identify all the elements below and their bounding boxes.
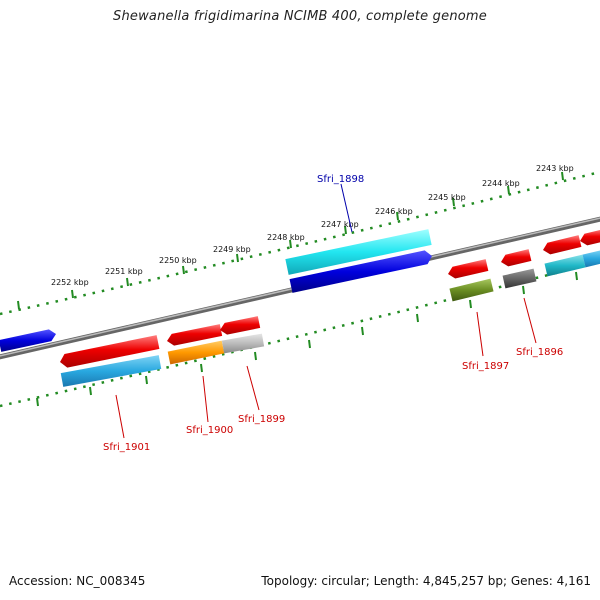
ruler-label: 2246 kbp <box>375 207 413 216</box>
ruler-labels: 2243 kbp 2244 kbp 2245 kbp 2246 kbp 2247 kbp… <box>51 164 574 287</box>
ruler-tick <box>561 171 564 181</box>
gene-left-blue[interactable] <box>0 329 56 352</box>
ruler-label: 2250 kbp <box>159 256 197 265</box>
ruler-label: 2247 kbp <box>321 220 359 229</box>
accession-text: Accession: NC_008345 <box>9 574 146 588</box>
ruler-tick <box>575 271 578 281</box>
ruler-tick <box>17 300 20 310</box>
gene-sfri-1900-cds[interactable] <box>167 340 225 365</box>
ruler-label: 2249 kbp <box>213 245 251 254</box>
gene-label-sfri-1900[interactable]: Sfri_1900 <box>186 425 233 436</box>
ruler-tick <box>182 265 185 275</box>
ruler-label: 2244 kbp <box>482 179 520 188</box>
gene-sfri-1897[interactable] <box>448 259 489 279</box>
gene-upstream-red[interactable] <box>543 235 582 255</box>
ruler-tick <box>396 211 399 221</box>
gene-upstream-cds-2[interactable] <box>582 250 600 268</box>
ruler-tick <box>344 225 347 235</box>
ruler-tick <box>522 285 525 295</box>
gene-label-sfri-1897[interactable]: Sfri_1897 <box>462 361 509 372</box>
ruler-tick <box>126 277 129 287</box>
ruler-tick <box>361 326 364 336</box>
ruler-tick <box>71 289 74 299</box>
gene-sfri-1896-cds[interactable] <box>502 268 537 289</box>
gene-label-sfri-1899[interactable]: Sfri_1899 <box>238 414 285 425</box>
gene-label-sfri-1901[interactable]: Sfri_1901 <box>103 442 150 453</box>
gene-sfri-1901[interactable] <box>60 335 160 368</box>
ruler-tick <box>236 253 239 263</box>
ruler-tick <box>289 239 292 249</box>
map-title: Shewanella frigidimarina NCIMB 400, comp… <box>113 9 487 24</box>
ruler-tick <box>308 339 311 349</box>
gene-label-sfri-1896[interactable]: Sfri_1896 <box>516 347 563 358</box>
gene-sfri-1898[interactable] <box>285 229 432 275</box>
gene-sfri-1896[interactable] <box>501 249 532 267</box>
ruler-tick <box>36 397 39 407</box>
gene-sfri-1899[interactable] <box>220 316 261 335</box>
ruler-tick <box>507 185 510 195</box>
ruler-tick <box>254 351 257 361</box>
genome-backbone-highlight <box>0 217 600 357</box>
ruler-label: 2248 kbp <box>267 233 305 242</box>
upper-ruler-ticks <box>17 171 564 310</box>
ruler-tick <box>469 299 472 309</box>
gene-upstream-cds[interactable] <box>544 254 586 277</box>
gene-upstream-red-2[interactable] <box>580 229 600 246</box>
ruler-tick <box>145 375 148 385</box>
ruler-tick <box>89 386 92 396</box>
genome-summary-text: Topology: circular; Length: 4,845,257 bp… <box>261 574 591 588</box>
gene-sfri-1898-cds[interactable] <box>289 250 432 293</box>
gene-sfri-1899-cds[interactable] <box>221 333 265 354</box>
upper-ruler <box>0 170 600 316</box>
genome-backbone <box>0 216 600 360</box>
gene-sfri-1901-cds[interactable] <box>60 355 162 387</box>
gene-labels: Sfri_1898 Sfri_1897 Sfri_1896 Sfri_1899 … <box>103 174 563 453</box>
ruler-label: 2243 kbp <box>536 164 574 173</box>
ruler-tick <box>416 313 419 323</box>
ruler-label: 2251 kbp <box>105 267 143 276</box>
gene-sfri-1897-cds[interactable] <box>449 278 494 302</box>
gene-label-lines <box>115 183 537 439</box>
ruler-tick <box>452 197 455 207</box>
ruler-label: 2245 kbp <box>428 193 466 202</box>
lower-ruler-ticks <box>36 271 578 407</box>
gene-sfri-1900[interactable] <box>167 324 223 346</box>
gene-features <box>0 229 600 387</box>
ruler-label: 2252 kbp <box>51 278 89 287</box>
ruler-tick <box>200 363 203 373</box>
gene-label-sfri-1898[interactable]: Sfri_1898 <box>317 174 364 185</box>
